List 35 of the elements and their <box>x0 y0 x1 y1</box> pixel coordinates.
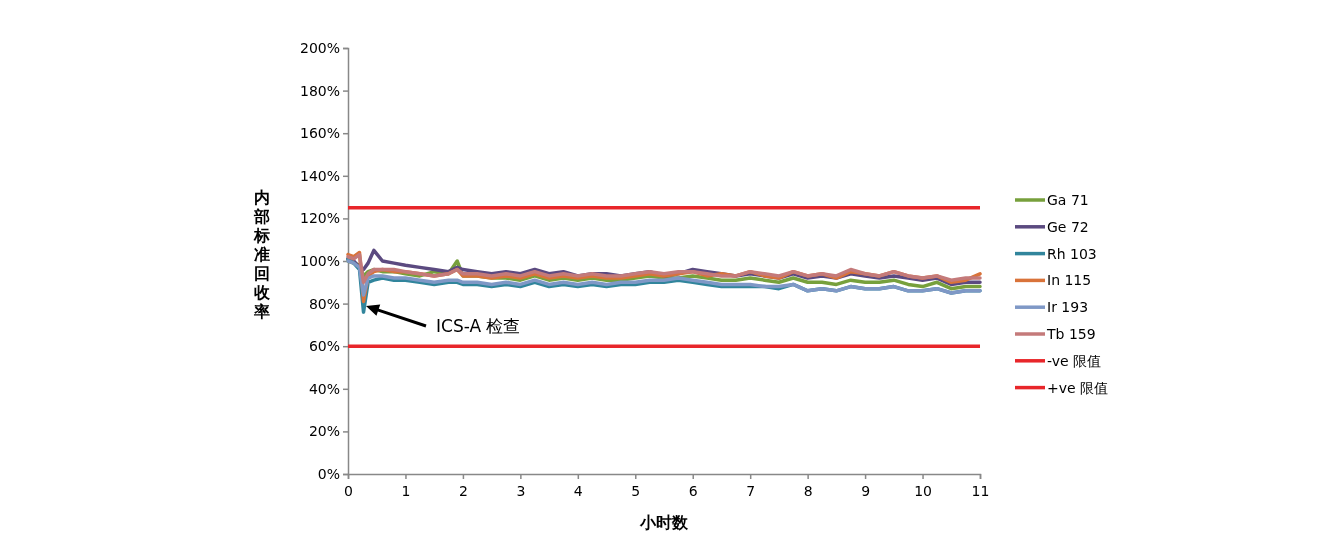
x-tick-label: 7 <box>746 483 756 499</box>
y-tick-label: 0% <box>317 465 340 482</box>
legend-label: Ge 72 <box>1047 218 1089 235</box>
legend-label: +ve 限值 <box>1047 379 1109 396</box>
y-tick-label: 20% <box>308 423 340 440</box>
legend-label: -ve 限值 <box>1047 352 1102 369</box>
y-tick-label: 100% <box>299 252 340 269</box>
y-tick-label: 200% <box>299 39 340 56</box>
line-series <box>346 259 982 297</box>
x-tick-label: 10 <box>914 483 932 499</box>
x-axis-title: 小时数 <box>639 513 689 532</box>
x-tick-label: 1 <box>401 483 411 499</box>
legend-label: Rh 103 <box>1047 245 1097 262</box>
x-tick-label: 3 <box>516 483 526 499</box>
y-tick-label: 160% <box>299 125 340 142</box>
legend-label: In 115 <box>1047 272 1092 289</box>
x-tick-label: 9 <box>861 483 871 499</box>
y-tick-label: 180% <box>299 82 340 99</box>
x-tick-label: 5 <box>631 483 641 499</box>
legend-label: Ga 71 <box>1047 191 1089 208</box>
annotation: ICS-A 检查 <box>436 316 521 336</box>
y-tick-label: 140% <box>299 167 340 184</box>
y-tick-label: 80% <box>308 295 340 312</box>
x-tick-label: 0 <box>344 483 353 499</box>
y-axis-title: 内部标准回收率 <box>253 188 271 321</box>
y-tick-label: 60% <box>308 338 340 355</box>
x-tick-label: 11 <box>971 483 990 499</box>
y-tick-label: 120% <box>299 210 340 227</box>
x-tick-label: 2 <box>458 483 468 499</box>
legend-label: Ir 193 <box>1047 299 1089 316</box>
x-tick-label: 6 <box>688 483 698 499</box>
x-tick-label: 4 <box>573 483 583 499</box>
x-tick-label: 8 <box>803 483 813 499</box>
legend-label: Tb 159 <box>1046 325 1096 342</box>
y-tick-label: 40% <box>308 380 340 397</box>
